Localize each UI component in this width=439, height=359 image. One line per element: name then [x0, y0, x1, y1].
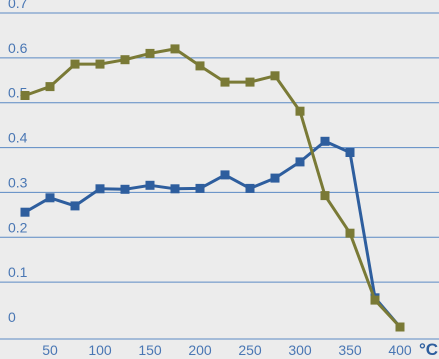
series-1-point	[320, 136, 330, 146]
y-tick-label: 0.6	[8, 40, 28, 56]
x-tick-label: 400	[388, 342, 412, 358]
series-2-point	[45, 82, 55, 92]
series-2-point	[145, 48, 155, 58]
series-2-point	[220, 77, 230, 87]
series-2-point	[195, 61, 205, 71]
series-1-point	[220, 170, 230, 180]
series-1	[20, 136, 405, 332]
y-tick-label: 0.4	[8, 130, 28, 146]
x-tick-label: 350	[338, 342, 362, 358]
y-tick-label: 0.3	[8, 174, 28, 190]
series-1-point	[145, 180, 155, 190]
y-axis-tick-labels: 00.10.20.30.40.50.60.7	[8, 0, 28, 325]
series-1-point	[120, 184, 130, 194]
series-2	[20, 44, 405, 332]
series-2-point	[270, 71, 280, 81]
series-2-point	[320, 191, 330, 201]
series-1-point	[195, 183, 205, 193]
y-tick-label: 0	[8, 309, 16, 325]
series-1-point	[345, 148, 355, 157]
gridlines	[0, 12, 439, 340]
series-1-point	[20, 207, 30, 217]
data-series	[20, 44, 405, 332]
y-tick-label: 0.1	[8, 264, 28, 280]
x-tick-label: 50	[42, 342, 58, 358]
series-1-line	[24, 139, 402, 328]
series-1-point	[245, 183, 255, 193]
series-2-point	[295, 106, 305, 116]
series-1-point	[295, 157, 305, 167]
x-axis-tick-labels: 50 100 150 200 250 300 350 400	[42, 342, 412, 358]
series-2-point	[20, 91, 30, 100]
x-tick-label: 250	[238, 342, 262, 358]
series-2-line	[24, 47, 402, 329]
series-2-point	[95, 59, 105, 69]
series-1-point	[70, 201, 80, 211]
x-tick-label: 100	[88, 342, 112, 358]
series-2-point	[70, 59, 80, 69]
x-axis-unit-label: °C	[419, 340, 438, 359]
x-tick-label: 200	[188, 342, 212, 358]
series-2-point	[170, 44, 180, 54]
series-2-point	[120, 55, 130, 65]
series-1-point	[45, 193, 55, 203]
y-tick-label: 0.7	[8, 0, 28, 11]
series-2-point	[345, 228, 355, 238]
x-tick-label: 150	[138, 342, 162, 358]
series-2-point	[370, 295, 380, 305]
series-1-point	[270, 173, 280, 183]
series-2-point	[395, 322, 405, 332]
series-1-point	[170, 184, 180, 194]
y-tick-label: 0.2	[8, 219, 28, 235]
series-2-point	[245, 77, 255, 87]
x-tick-label: 300	[288, 342, 312, 358]
series-1-point	[95, 184, 105, 194]
